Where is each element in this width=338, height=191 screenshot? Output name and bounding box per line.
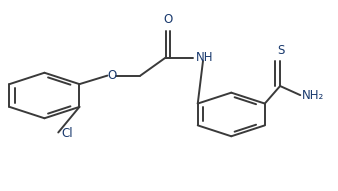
Text: S: S [277,44,285,57]
Text: Cl: Cl [61,127,73,140]
Text: O: O [107,69,116,82]
Text: NH: NH [196,51,213,64]
Text: NH₂: NH₂ [302,89,324,102]
Text: O: O [163,13,173,26]
